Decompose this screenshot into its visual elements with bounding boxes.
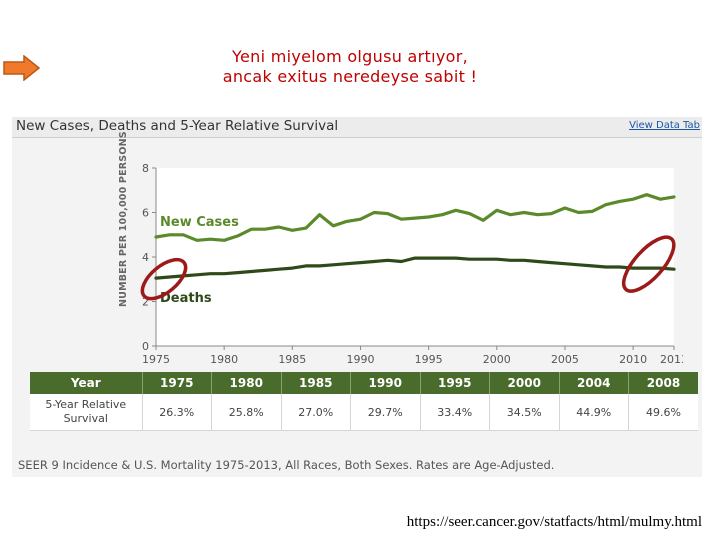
y-axis-label: NUMBER PER 100,000 PERSONS bbox=[118, 131, 129, 307]
x-tick-label: 2010 bbox=[619, 353, 647, 366]
survival-value: 34.5% bbox=[489, 394, 560, 431]
highlight-ellipse-1975 bbox=[140, 257, 188, 301]
slide-title-line-1: Yeni miyelom olgusu artıyor, bbox=[232, 47, 468, 66]
header-year-label: Year bbox=[30, 372, 143, 394]
line-chart: 0 2 4 6 8 1975 1980 1985 1990 1995 2000 2005 2010 201… bbox=[140, 162, 683, 366]
header-year: 1985 bbox=[281, 372, 351, 394]
series-line-deaths bbox=[154, 256, 676, 280]
survival-value: 29.7% bbox=[350, 394, 421, 431]
x-tick-label: 2005 bbox=[551, 353, 579, 366]
survival-table-header-row: Year 1975 1980 1985 1990 1995 2000 2004 … bbox=[30, 372, 698, 394]
survival-value: 25.8% bbox=[211, 394, 282, 431]
panel-footnote: SEER 9 Incidence & U.S. Mortality 1975-2… bbox=[18, 458, 555, 472]
panel-title: New Cases, Deaths and 5-Year Relative Su… bbox=[16, 118, 339, 134]
y-tick-label: 4 bbox=[142, 251, 149, 264]
x-tick-label: 1980 bbox=[210, 353, 238, 366]
view-data-table-link[interactable]: View Data Tab bbox=[629, 120, 700, 131]
row-label: 5-Year Relative Survival bbox=[30, 394, 143, 431]
survival-value: 49.6% bbox=[628, 394, 698, 431]
right-arrow-icon bbox=[3, 55, 41, 81]
x-tick-label: 1975 bbox=[142, 353, 170, 366]
panel-header: New Cases, Deaths and 5-Year Relative Su… bbox=[12, 117, 702, 138]
survival-value: 26.3% bbox=[142, 394, 212, 431]
header-year: 2000 bbox=[489, 372, 560, 394]
y-tick-label: 0 bbox=[142, 340, 149, 353]
x-tick-label: 2000 bbox=[483, 353, 511, 366]
y-tick-label: 6 bbox=[142, 207, 149, 220]
y-tick-label: 2 bbox=[142, 296, 149, 309]
header-year: 1995 bbox=[420, 372, 490, 394]
survival-value: 33.4% bbox=[420, 394, 490, 431]
y-tick-label: 8 bbox=[142, 162, 149, 175]
x-tick-label: 2013 bbox=[660, 353, 683, 366]
source-url: https://seer.cancer.gov/statfacts/html/m… bbox=[406, 514, 702, 530]
survival-table: Year 1975 1980 1985 1990 1995 2000 2004 … bbox=[30, 372, 698, 431]
row-label-line-2: Survival bbox=[63, 412, 108, 425]
header-year: 2008 bbox=[628, 372, 698, 394]
legend-label-new-cases: New Cases bbox=[160, 215, 239, 230]
x-tick-label: 1990 bbox=[346, 353, 374, 366]
table-row: 5-Year Relative Survival 26.3% 25.8% 27.0… bbox=[30, 394, 698, 431]
slide-title-line-2: ancak exitus neredeyse sabit ! bbox=[222, 67, 478, 86]
survival-value: 44.9% bbox=[559, 394, 629, 431]
x-tick-label: 1985 bbox=[278, 353, 306, 366]
legend-label-deaths: Deaths bbox=[160, 291, 212, 306]
header-year: 1990 bbox=[350, 372, 421, 394]
x-tick-label: 1995 bbox=[415, 353, 443, 366]
header-year: 1975 bbox=[142, 372, 212, 394]
series-line-new-cases bbox=[154, 193, 676, 242]
highlight-ellipse-2013 bbox=[621, 235, 676, 293]
header-year: 2004 bbox=[559, 372, 629, 394]
row-label-line-1: 5-Year Relative bbox=[45, 398, 127, 411]
slide-title: Yeni miyelom olgusu artıyor, ancak exitu… bbox=[150, 47, 550, 87]
header-year: 1980 bbox=[211, 372, 282, 394]
survival-value: 27.0% bbox=[281, 394, 351, 431]
